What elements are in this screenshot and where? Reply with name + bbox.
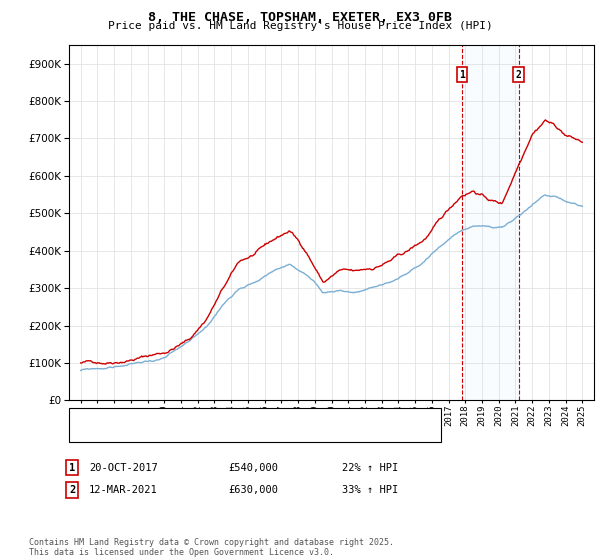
Text: HPI: Average price, detached house, Exeter: HPI: Average price, detached house, Exet… (94, 427, 341, 437)
Text: 1: 1 (459, 70, 465, 80)
Text: 20-OCT-2017: 20-OCT-2017 (89, 463, 158, 473)
Text: 2: 2 (69, 485, 75, 495)
Text: 12-MAR-2021: 12-MAR-2021 (89, 485, 158, 495)
Text: 8, THE CHASE, TOPSHAM, EXETER, EX3 0FB: 8, THE CHASE, TOPSHAM, EXETER, EX3 0FB (148, 11, 452, 24)
Text: ——: —— (76, 412, 98, 422)
Text: 2: 2 (516, 70, 521, 80)
Text: £540,000: £540,000 (228, 463, 278, 473)
Text: 33% ↑ HPI: 33% ↑ HPI (342, 485, 398, 495)
Text: 8, THE CHASE, TOPSHAM, EXETER, EX3 0FB (detached house): 8, THE CHASE, TOPSHAM, EXETER, EX3 0FB (… (94, 412, 418, 422)
Text: £630,000: £630,000 (228, 485, 278, 495)
Text: Price paid vs. HM Land Registry's House Price Index (HPI): Price paid vs. HM Land Registry's House … (107, 21, 493, 31)
Text: 22% ↑ HPI: 22% ↑ HPI (342, 463, 398, 473)
Text: 1: 1 (69, 463, 75, 473)
Text: ——: —— (76, 427, 98, 437)
Text: Contains HM Land Registry data © Crown copyright and database right 2025.
This d: Contains HM Land Registry data © Crown c… (29, 538, 394, 557)
Bar (462, 45, 519, 400)
